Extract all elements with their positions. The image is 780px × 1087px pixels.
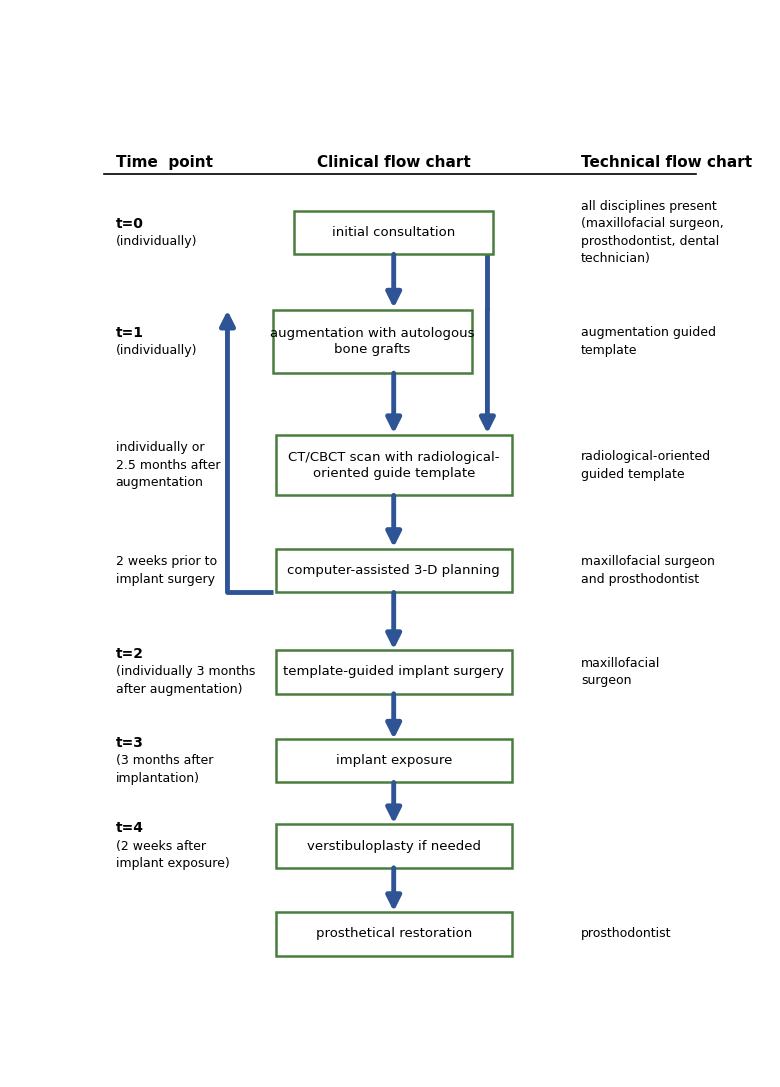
Text: t=4: t=4 (115, 822, 144, 836)
FancyBboxPatch shape (294, 211, 494, 254)
Text: (individually 3 months: (individually 3 months (115, 665, 255, 678)
Text: template-guided implant surgery: template-guided implant surgery (283, 665, 504, 678)
Text: and prosthodontist: and prosthodontist (581, 573, 699, 586)
Text: initial consultation: initial consultation (332, 226, 456, 239)
Text: implant exposure: implant exposure (335, 754, 452, 767)
Text: all disciplines present: all disciplines present (581, 200, 717, 213)
Text: t=1: t=1 (115, 326, 144, 339)
Text: guided template: guided template (581, 467, 685, 480)
Text: augmentation: augmentation (115, 476, 204, 489)
Text: radiological-oriented: radiological-oriented (581, 450, 711, 463)
Text: implant exposure): implant exposure) (115, 858, 229, 870)
Text: surgeon: surgeon (581, 674, 632, 687)
Text: individually or: individually or (115, 441, 204, 454)
Text: maxillofacial surgeon: maxillofacial surgeon (581, 555, 715, 569)
Text: technician): technician) (581, 252, 651, 265)
Text: after augmentation): after augmentation) (115, 683, 242, 696)
Text: prosthodontist, dental: prosthodontist, dental (581, 235, 719, 248)
Text: (3 months after: (3 months after (115, 754, 213, 767)
Text: computer-assisted 3-D planning: computer-assisted 3-D planning (287, 564, 500, 577)
FancyBboxPatch shape (276, 435, 512, 496)
Text: (2 weeks after: (2 weeks after (115, 839, 206, 852)
FancyBboxPatch shape (273, 310, 473, 373)
Text: Time  point: Time point (115, 154, 213, 170)
Text: (maxillofacial surgeon,: (maxillofacial surgeon, (581, 217, 724, 230)
Text: maxillofacial: maxillofacial (581, 657, 661, 670)
Text: Clinical flow chart: Clinical flow chart (317, 154, 470, 170)
Text: prosthodontist: prosthodontist (581, 927, 672, 940)
Text: implantation): implantation) (115, 772, 200, 785)
Text: t=0: t=0 (115, 216, 144, 230)
Text: augmentation guided: augmentation guided (581, 326, 716, 339)
Text: template: template (581, 343, 637, 357)
Text: CT/CBCT scan with radiological-
oriented guide template: CT/CBCT scan with radiological- oriented… (288, 451, 499, 479)
Text: 2.5 months after: 2.5 months after (115, 459, 220, 472)
Text: Technical flow chart: Technical flow chart (581, 154, 752, 170)
FancyBboxPatch shape (276, 824, 512, 867)
Text: prosthetical restoration: prosthetical restoration (316, 927, 472, 940)
FancyBboxPatch shape (276, 912, 512, 955)
FancyBboxPatch shape (276, 549, 512, 592)
Text: verstibuloplasty if needed: verstibuloplasty if needed (307, 839, 480, 852)
Text: 2 weeks prior to: 2 weeks prior to (115, 555, 217, 569)
Text: (individually): (individually) (115, 235, 197, 248)
Text: implant surgery: implant surgery (115, 573, 214, 586)
FancyBboxPatch shape (276, 739, 512, 783)
Text: augmentation with autologous
bone grafts: augmentation with autologous bone grafts (271, 327, 475, 355)
Text: (individually): (individually) (115, 343, 197, 357)
Text: t=2: t=2 (115, 648, 144, 661)
FancyBboxPatch shape (276, 650, 512, 694)
Text: t=3: t=3 (115, 736, 144, 750)
